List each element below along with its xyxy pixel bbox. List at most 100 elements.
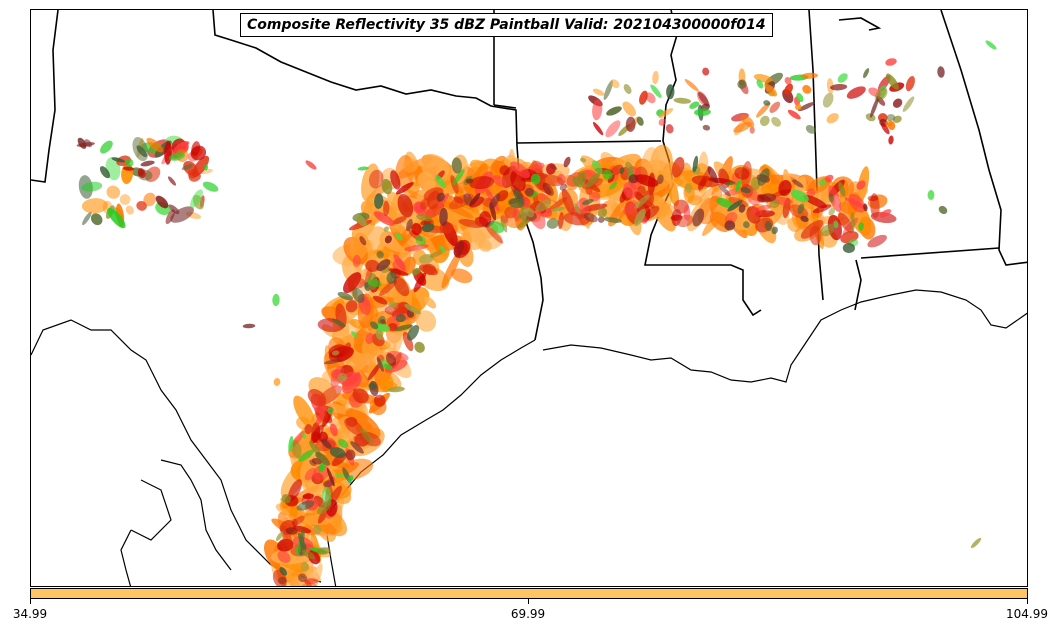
- storm-cell: [395, 182, 414, 195]
- storm-cell: [348, 475, 354, 483]
- storm-cell: [561, 189, 575, 216]
- storm-cell: [297, 532, 306, 550]
- storm-cell: [293, 395, 315, 428]
- storm-cell: [666, 84, 675, 100]
- storm-cell: [743, 221, 750, 229]
- storm-cell: [563, 156, 571, 168]
- storm-cell: [350, 441, 364, 454]
- storm-cell: [892, 98, 903, 108]
- storm-cell: [756, 102, 771, 118]
- storm-cell: [764, 83, 778, 97]
- storm-cell: [298, 449, 314, 462]
- storm-cell: [867, 234, 887, 248]
- storm-cell: [436, 192, 445, 202]
- storm-cell: [905, 76, 915, 92]
- storm-cell: [787, 109, 801, 120]
- storm-cell: [288, 435, 294, 453]
- storm-cell: [623, 181, 637, 199]
- storm-cell: [393, 276, 410, 297]
- storm-cell: [863, 203, 868, 212]
- storm-cell: [692, 155, 699, 173]
- storm-cell: [824, 174, 834, 183]
- storm-cell: [787, 217, 802, 233]
- storm-cell: [367, 363, 381, 381]
- storm-cell: [463, 193, 473, 206]
- storm-cell: [84, 139, 93, 148]
- map-panel: [30, 9, 1028, 587]
- storm-cell: [292, 515, 305, 526]
- storm-cell: [123, 166, 134, 171]
- storm-cell: [313, 465, 330, 481]
- storm-cell: [435, 174, 446, 189]
- storm-cell: [592, 160, 603, 175]
- storm-cell: [379, 280, 397, 297]
- storm-cell: [888, 135, 894, 145]
- storm-cell: [313, 524, 322, 535]
- storm-cell: [546, 218, 559, 229]
- storm-cell: [848, 193, 866, 213]
- storm-cell: [870, 97, 879, 118]
- storm-cell: [886, 73, 899, 90]
- storm-cell: [796, 93, 804, 102]
- storm-cell: [337, 372, 348, 383]
- storm-cell: [344, 417, 364, 436]
- storm-cell: [343, 272, 362, 294]
- storm-cell: [938, 205, 948, 215]
- storm-cell: [634, 208, 646, 227]
- storm-cell: [415, 235, 426, 246]
- storm-cell: [310, 424, 324, 444]
- storm-cell: [801, 72, 818, 79]
- storm-cell: [763, 100, 771, 106]
- storm-cell: [846, 86, 866, 99]
- storm-cell: [784, 76, 792, 85]
- storm-cell: [550, 206, 566, 212]
- storm-cell: [383, 226, 390, 232]
- storm-cell: [625, 116, 636, 132]
- storm-cell: [838, 182, 846, 197]
- storm-cell: [673, 97, 692, 104]
- storm-cell: [628, 174, 639, 184]
- storm-cell: [136, 145, 148, 158]
- colorbar-tick-min: [30, 599, 31, 604]
- storm-cell: [394, 232, 403, 241]
- storm-cell: [125, 158, 134, 167]
- storm-cell: [592, 99, 603, 121]
- storm-cell: [790, 189, 809, 203]
- storm-cell: [321, 438, 332, 449]
- storm-cell: [802, 85, 812, 94]
- storm-cell: [381, 178, 393, 195]
- storm-cell: [683, 204, 691, 221]
- storm-cell: [738, 204, 746, 213]
- storm-cell: [887, 121, 896, 131]
- storm-cell: [828, 185, 842, 212]
- storm-cell: [985, 40, 997, 50]
- storm-cell: [375, 328, 384, 340]
- storm-cell: [315, 452, 330, 466]
- storm-cell: [549, 164, 558, 170]
- storm-cell: [296, 500, 315, 511]
- storm-cell: [300, 562, 309, 572]
- storm-cell: [453, 196, 464, 204]
- storm-cell: [453, 239, 465, 258]
- storm-cell: [771, 226, 778, 235]
- storm-cell: [833, 220, 839, 229]
- storm-cell: [190, 189, 203, 209]
- storm-cell: [392, 216, 407, 225]
- storm-cell: [623, 84, 632, 94]
- storm-cell: [354, 214, 367, 227]
- storm-cell: [424, 296, 437, 309]
- storm-cell: [828, 192, 834, 203]
- storm-cell: [637, 185, 646, 195]
- storm-cell: [578, 171, 587, 186]
- storm-cell: [757, 168, 770, 186]
- storm-cell: [609, 181, 617, 190]
- storm-cell: [81, 198, 108, 214]
- storm-cell: [970, 537, 982, 549]
- storm-cell: [826, 78, 834, 95]
- storm-cell: [756, 79, 764, 89]
- storm-cell: [119, 194, 131, 205]
- storm-cell: [287, 479, 303, 502]
- storm-cell: [452, 169, 465, 186]
- storm-cell: [140, 160, 155, 167]
- storm-cell: [373, 211, 395, 226]
